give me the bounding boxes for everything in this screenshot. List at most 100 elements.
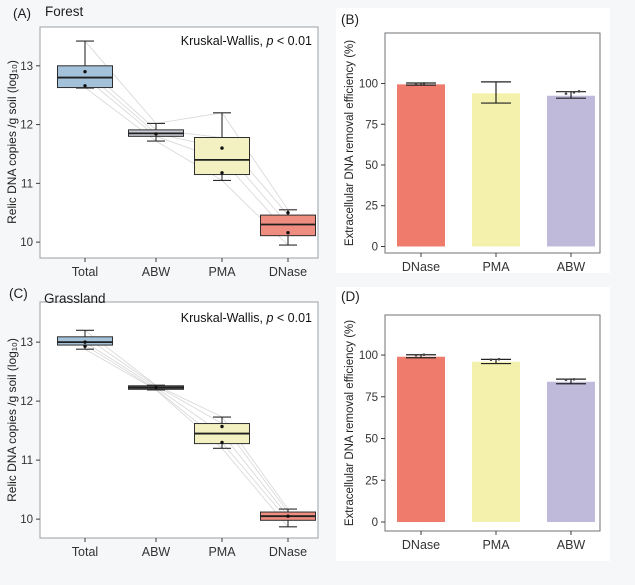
- y-axis-label-b: Extracellular DNA removal efficiency (%): [344, 39, 356, 247]
- x-category-label: DNase: [269, 545, 307, 559]
- annotation-rest: < 0.01: [273, 311, 312, 325]
- y-tick-label: 25: [365, 201, 378, 213]
- sample-connection-line: [84, 87, 289, 246]
- data-point: [83, 340, 87, 344]
- y-tick-label: 0: [372, 241, 378, 253]
- panel-grassland-barchart: 0 25 50 75 100 DNase PMA ABW (D) Extracellular …: [305, 285, 635, 585]
- bar-abw: [547, 90, 595, 247]
- data-point: [572, 377, 576, 381]
- data-point: [220, 171, 224, 175]
- sample-connection-line: [84, 348, 289, 528]
- bar-dnase: [397, 353, 445, 522]
- panel-label-d: (D): [341, 289, 360, 304]
- panel-grassland-boxplot: 10 11 12 13 Total ABW PMA DNase (C) Grassland K…: [0, 285, 330, 585]
- bar-dnase: [397, 82, 445, 247]
- box-abw: [128, 384, 184, 391]
- y-tick-label: 11: [21, 178, 33, 190]
- x-category-label: ABW: [557, 260, 586, 274]
- annotation-p: p: [266, 34, 274, 48]
- data-point: [497, 357, 501, 361]
- data-point: [286, 211, 290, 215]
- y-tick-label: 25: [365, 475, 378, 487]
- box-abw: [128, 122, 184, 142]
- data-point: [422, 353, 426, 357]
- y-axis-label-c: Relic DNA copies /g soil (log₁₀): [5, 338, 19, 502]
- y-tick-label: 13: [20, 61, 33, 73]
- y-tick-label: 11: [21, 455, 33, 467]
- data-point: [489, 358, 493, 362]
- x-category-label: DNase: [402, 538, 440, 552]
- y-tick-label: 75: [365, 392, 378, 404]
- y-tick-label: 10: [20, 237, 33, 249]
- data-point: [220, 424, 224, 429]
- x-category-label: ABW: [557, 538, 586, 552]
- panel-label-c: (C): [9, 286, 28, 301]
- box-pma: [194, 416, 250, 449]
- box-pma: [194, 112, 250, 181]
- data-point: [154, 132, 158, 136]
- panel-title-forest: Forest: [45, 4, 84, 19]
- data-point: [286, 231, 290, 235]
- panel-label-b: (B): [341, 12, 359, 27]
- data-point: [564, 378, 568, 382]
- y-tick-label: 75: [365, 119, 378, 131]
- sample-connection-line: [84, 341, 289, 517]
- sample-connection-line: [84, 336, 289, 513]
- data-point: [220, 440, 224, 445]
- panel-label-a: (A): [13, 6, 31, 21]
- data-point: [414, 353, 418, 357]
- sample-connection-line: [84, 40, 289, 211]
- x-category-label: Total: [72, 265, 98, 279]
- data-point: [154, 385, 158, 390]
- y-axis-label-a: Relic DNA copies /g soil (log₁₀): [5, 60, 19, 224]
- x-category-label: DNase: [402, 260, 440, 274]
- bar-pma: [472, 357, 520, 522]
- box-total: [57, 329, 113, 350]
- data-point: [83, 344, 87, 348]
- data-point: [577, 90, 581, 93]
- data-point: [564, 92, 568, 95]
- data-point: [572, 91, 576, 94]
- y-tick-label: 0: [372, 517, 378, 529]
- x-category-label: PMA: [208, 265, 236, 279]
- panel-forest-barchart: 0 25 50 75 100 DNase PMA ABW (B) Extracellular …: [305, 0, 635, 285]
- data-point: [286, 514, 290, 518]
- sample-connection-line: [84, 71, 289, 225]
- bar-pma: [472, 81, 520, 247]
- box-total: [57, 40, 113, 89]
- y-tick-label: 12: [20, 120, 33, 132]
- kruskal-wallis-annotation-a: Kruskal-Wallis, p < 0.01: [181, 34, 312, 48]
- y-tick-label: 12: [20, 396, 33, 408]
- data-point: [83, 84, 87, 88]
- annotation-prefix: Kruskal-Wallis,: [180, 34, 267, 48]
- data-point: [422, 82, 426, 85]
- bar-abw: [547, 377, 595, 522]
- y-tick-label: 50: [365, 434, 378, 446]
- data-point: [414, 82, 418, 86]
- annotation-prefix: Kruskal-Wallis,: [180, 311, 267, 325]
- panel-title-grassland: Grassland: [44, 291, 106, 306]
- x-category-label: PMA: [208, 545, 236, 559]
- sample-connection-line: [84, 65, 289, 216]
- sample-connection-line: [84, 344, 289, 521]
- y-tick-label: 10: [20, 514, 33, 526]
- sample-connection-line: [84, 77, 289, 234]
- y-tick-label: 100: [359, 350, 378, 362]
- x-category-label: ABW: [142, 265, 171, 279]
- x-category-label: ABW: [142, 545, 171, 559]
- data-point: [220, 146, 224, 150]
- x-category-label: DNase: [269, 265, 307, 279]
- x-category-label: Total: [72, 545, 98, 559]
- panel-forest-boxplot: 10 11 12 13 Total ABW PMA DNase (A) Forest Krus…: [0, 0, 330, 285]
- box-dnase: [260, 508, 316, 528]
- x-category-label: PMA: [482, 260, 510, 274]
- y-tick-label: 100: [359, 79, 378, 91]
- annotation-rest: < 0.01: [273, 34, 312, 48]
- box-dnase: [260, 209, 316, 246]
- barchart-svg-forest: 0 25 50 75 100 DNase PMA ABW: [336, 8, 610, 274]
- boxplot-svg-grassland: 10 11 12 13 Total ABW PMA DNase: [20, 301, 319, 559]
- sample-connection-line: [84, 329, 289, 510]
- x-category-label: PMA: [482, 538, 510, 552]
- boxplot-svg-forest: 10 11 12 13 Total ABW PMA DNase: [20, 26, 319, 279]
